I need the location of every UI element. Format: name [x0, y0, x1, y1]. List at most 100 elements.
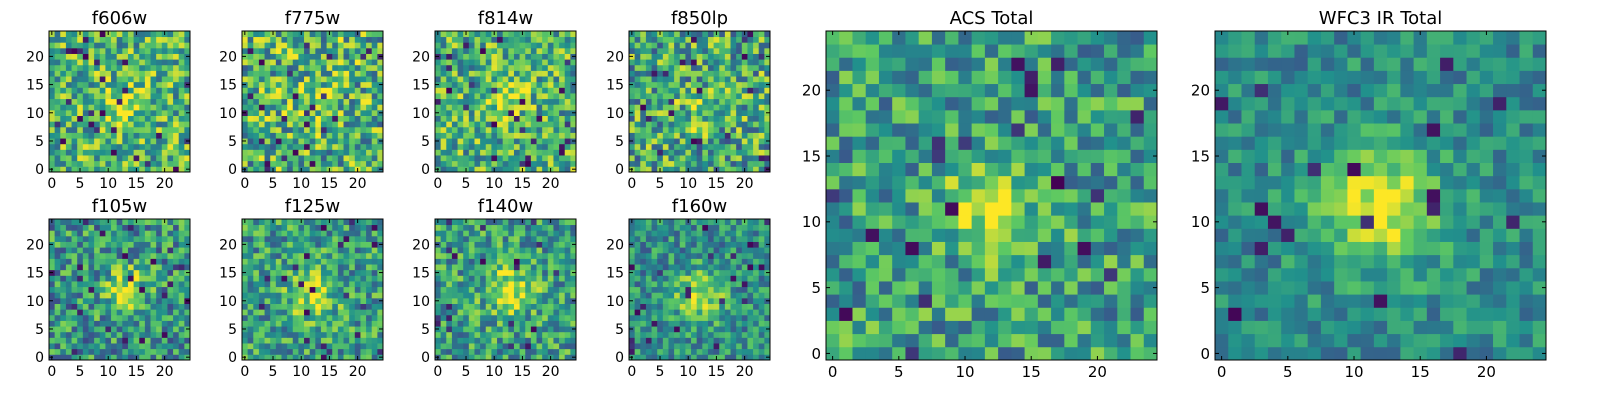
heatmap-cell	[696, 59, 703, 66]
heatmap-cell	[377, 126, 384, 133]
heatmap-cell	[281, 354, 288, 361]
heatmap-cell	[640, 326, 647, 333]
heatmap-cell	[758, 166, 765, 173]
heatmap-cell	[371, 160, 378, 167]
heatmap-cell	[281, 87, 288, 94]
heatmap-cell	[502, 104, 509, 111]
heatmap-cell	[281, 31, 288, 38]
heatmap-cell	[184, 247, 191, 254]
heatmap-cell	[440, 155, 447, 162]
heatmap-cell	[161, 76, 168, 83]
heatmap-cell	[82, 47, 89, 54]
heatmap-cell	[559, 281, 566, 288]
heatmap-cell	[144, 126, 151, 133]
heatmap-cell	[65, 247, 72, 254]
heatmap-cell	[747, 281, 754, 288]
heatmap-cell	[349, 47, 356, 54]
heatmap-cell	[309, 275, 316, 282]
heatmap-cell	[270, 121, 277, 128]
heatmap-cell	[435, 64, 442, 71]
heatmap-cell	[54, 64, 61, 71]
heatmap-cell	[111, 87, 118, 94]
heatmap-cell	[536, 47, 543, 54]
heatmap-cell	[292, 258, 299, 265]
heatmap-cell	[156, 143, 163, 150]
heatmap-cell	[724, 297, 731, 304]
heatmap-cell	[281, 326, 288, 333]
heatmap-cell	[349, 42, 356, 49]
heatmap-cell	[440, 53, 447, 60]
heatmap-cell	[724, 42, 731, 49]
heatmap-cell	[724, 76, 731, 83]
heatmap-cell	[258, 126, 265, 133]
heatmap-cell	[360, 337, 367, 344]
heatmap-cell	[371, 281, 378, 288]
heatmap-cell	[54, 348, 61, 355]
heatmap-cell	[491, 93, 498, 100]
heatmap-cell	[281, 264, 288, 271]
heatmap-cell	[474, 53, 481, 60]
heatmap-cell	[253, 70, 260, 77]
heatmap-cell	[736, 314, 743, 321]
heatmap-cell	[485, 42, 492, 49]
heatmap-cell	[536, 138, 543, 145]
heatmap-cell	[559, 47, 566, 54]
heatmap-cell	[304, 76, 311, 83]
heatmap-cell	[480, 337, 487, 344]
heatmap-cell	[519, 269, 526, 276]
heatmap-cell	[758, 115, 765, 122]
heatmap-cell	[736, 309, 743, 316]
heatmap-cell	[753, 93, 760, 100]
heatmap-cell	[156, 264, 163, 271]
heatmap-cell	[127, 47, 134, 54]
heatmap-cell	[144, 247, 151, 254]
heatmap-cell	[730, 31, 737, 38]
heatmap-cell	[564, 143, 571, 150]
heatmap-cell	[502, 132, 509, 139]
heatmap-cell	[354, 326, 361, 333]
heatmap-cell	[736, 343, 743, 350]
heatmap-cell	[139, 326, 146, 333]
heatmap-cell	[553, 331, 560, 338]
heatmap-cell	[707, 121, 714, 128]
heatmap-cell	[122, 314, 129, 321]
heatmap-cell	[724, 343, 731, 350]
heatmap-cell	[457, 320, 464, 327]
heatmap-cell	[77, 47, 84, 54]
heatmap-cell	[111, 121, 118, 128]
heatmap-cell	[71, 115, 78, 122]
heatmap-cell	[536, 309, 543, 316]
heatmap-cell	[105, 297, 112, 304]
heatmap-cell	[264, 348, 271, 355]
heatmap-cell	[184, 155, 191, 162]
heatmap-cell	[629, 149, 636, 156]
heatmap-cell	[651, 87, 658, 94]
heatmap-cell	[315, 292, 322, 299]
heatmap-cell	[111, 109, 118, 116]
heatmap-cell	[497, 314, 504, 321]
heatmap-cell	[530, 252, 537, 259]
heatmap-cell	[536, 93, 543, 100]
heatmap-cell	[651, 143, 658, 150]
heatmap-cell	[741, 47, 748, 54]
heatmap-cell	[161, 292, 168, 299]
heatmap-cell	[435, 281, 442, 288]
heatmap-cell	[702, 109, 709, 116]
heatmap-cell	[741, 98, 748, 105]
heatmap-cell	[332, 348, 339, 355]
heatmap-cell	[559, 143, 566, 150]
heatmap-cell	[451, 354, 458, 361]
heatmap-cell	[564, 303, 571, 310]
heatmap-cell	[485, 219, 492, 226]
heatmap-cell	[480, 70, 487, 77]
heatmap-cell	[54, 235, 61, 242]
heatmap-cell	[525, 320, 532, 327]
heatmap-cell	[60, 132, 67, 139]
heatmap-cell	[702, 59, 709, 66]
heatmap-cell	[354, 320, 361, 327]
heatmap-cell	[258, 70, 265, 77]
heatmap-cell	[547, 143, 554, 150]
heatmap-cell	[105, 149, 112, 156]
heatmap-cell	[281, 292, 288, 299]
heatmap-cell	[668, 331, 675, 338]
